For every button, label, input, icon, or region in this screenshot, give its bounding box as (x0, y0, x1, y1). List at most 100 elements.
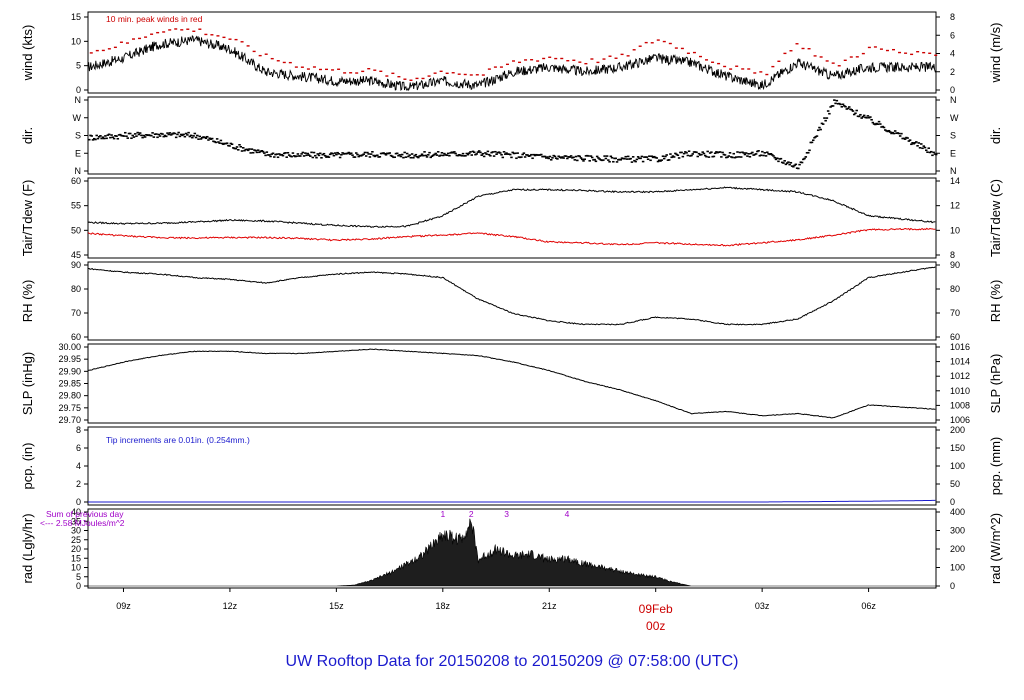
ylabel-right: rad (W/m^2) (988, 513, 1003, 584)
right-tick-label: 200 (950, 425, 965, 435)
right-tick-label: 1010 (950, 386, 970, 396)
left-tick-label: E (75, 148, 81, 158)
left-tick-label: 70 (71, 308, 81, 318)
left-tick-label: W (73, 113, 82, 123)
panel-frame (87, 343, 937, 424)
left-tick-label: N (75, 95, 82, 105)
right-tick-label: 4 (950, 49, 955, 59)
right-tick-label: 0 (950, 497, 955, 507)
panel-temp: Tair/Tdew (F) Tair/Tdew (C) 45 50 55 60 8 10 12 1… (20, 176, 1003, 260)
right-tick-label: 70 (950, 308, 960, 318)
left-tick-label: 40 (71, 507, 81, 517)
left-tick-label: 60 (71, 332, 81, 342)
time-axis: 09z 12z 15z 18z 21z 00z 09Feb 03z 06z (116, 588, 876, 633)
left-tick-label: 29.90 (58, 366, 81, 376)
x-tick-label: 12z (223, 601, 238, 611)
right-tick-label: 60 (950, 332, 960, 342)
left-tick-label: 30 (71, 526, 81, 536)
radiation-annotation: Sum of previous day (46, 509, 124, 519)
right-tick-label: 10 (950, 225, 960, 235)
ylabel-right: Tair/Tdew (C) (988, 179, 1003, 257)
right-tick-label: 1012 (950, 371, 970, 381)
right-tick-label: 90 (950, 260, 960, 270)
left-tick-label: 15 (71, 553, 81, 563)
left-tick-label: 90 (71, 260, 81, 270)
right-tick-label: 1016 (950, 342, 970, 352)
left-tick-label: 60 (71, 176, 81, 186)
ylabel-left: dir. (20, 127, 35, 144)
left-tick-label: 15 (71, 12, 81, 22)
left-tick-label: S (75, 131, 81, 141)
left-tick-label: 20 (71, 544, 81, 554)
x-tick-label: 03z (755, 601, 770, 611)
right-tick-label: 0 (950, 85, 955, 95)
panel-rh: RH (%) RH (%) 60 70 80 90 60 70 80 90 (20, 260, 1003, 342)
ylabel-left: pcp. (in) (20, 443, 35, 490)
ylabel-left: Tair/Tdew (F) (20, 180, 35, 257)
right-tick-label: 8 (950, 12, 955, 22)
x-tick-label: 00z (646, 619, 665, 633)
left-tick-label: 29.70 (58, 415, 81, 425)
right-tick-label: 2 (950, 67, 955, 77)
panel-rad: rad (Lgly/hr) rad (W/m^2)0510152025303540… (20, 507, 1003, 591)
panel-frame (87, 11, 937, 94)
radiation-marker: 4 (565, 509, 570, 519)
radiation-area (88, 518, 936, 587)
left-tick-label: 0 (76, 581, 81, 591)
right-tick-label: 200 (950, 544, 965, 554)
right-tick-label: 1008 (950, 400, 970, 410)
radiation-marker: 3 (504, 509, 509, 519)
right-tick-label: 150 (950, 443, 965, 453)
ylabel-right: pcp. (mm) (988, 437, 1003, 496)
ylabel-left: wind (kts) (20, 25, 35, 82)
x-tick-label: 15z (329, 601, 344, 611)
left-tick-label: 29.80 (58, 391, 81, 401)
panel-slp: SLP (inHg) SLP (hPa) 29.70 29.75 29.80 29.85 2… (20, 342, 1003, 425)
right-tick-label: 300 (950, 526, 965, 536)
right-tick-label: 8 (950, 250, 955, 260)
chart-title: UW Rooftop Data for 20150208 to 20150209… (286, 653, 739, 670)
right-tick-label: 50 (950, 479, 960, 489)
left-tick-label: 80 (71, 284, 81, 294)
left-tick-label: 10 (71, 36, 81, 46)
right-tick-label: 100 (950, 461, 965, 471)
left-tick-label: 30.00 (58, 342, 81, 352)
x-tick-label: 09z (116, 601, 131, 611)
series-line-wind-0 (87, 34, 937, 92)
series-line-rh-0 (88, 266, 936, 326)
panel-pcp: pcp. (in) pcp. (mm) 0 2 4 6 8 0 50 100 150 200 Tip i… (20, 425, 1003, 507)
right-tick-label: 12 (950, 201, 960, 211)
right-tick-label: 80 (950, 284, 960, 294)
left-tick-label: 45 (71, 250, 81, 260)
ylabel-left: rad (Lgly/hr) (20, 513, 35, 583)
right-tick-label: 1014 (950, 357, 970, 367)
left-tick-label: N (75, 166, 82, 176)
series-line-pcp-0 (88, 499, 936, 503)
panel-wind: wind (kts) wind (m/s) 0 5 10 15 0 2 4 6 8 10 min. p… (20, 11, 1003, 95)
panel-annotation: Tip increments are 0.01in. (0.254mm.) (106, 435, 250, 445)
right-tick-label: W (950, 113, 959, 123)
x-tick-label: 06z (861, 601, 876, 611)
series-line-temp-1 (87, 227, 936, 247)
left-tick-label: 0 (76, 497, 81, 507)
ylabel-right: wind (m/s) (988, 23, 1003, 84)
left-tick-label: 5 (76, 61, 81, 71)
right-tick-label: 0 (950, 581, 955, 591)
left-tick-label: 35 (71, 516, 81, 526)
panel-frame (87, 177, 937, 259)
left-tick-label: 55 (71, 201, 81, 211)
left-tick-label: 6 (76, 443, 81, 453)
radiation-marker: 1 (440, 509, 445, 519)
ylabel-right: SLP (hPa) (988, 354, 1003, 414)
x-tick-label: 18z (436, 601, 451, 611)
right-tick-label: E (950, 148, 956, 158)
right-tick-label: 14 (950, 176, 960, 186)
left-tick-label: 8 (76, 425, 81, 435)
left-tick-label: 0 (76, 85, 81, 95)
left-tick-label: 5 (76, 572, 81, 582)
series-line-temp-0 (87, 186, 936, 229)
left-tick-label: 25 (71, 535, 81, 545)
left-tick-label: 29.75 (58, 403, 81, 413)
